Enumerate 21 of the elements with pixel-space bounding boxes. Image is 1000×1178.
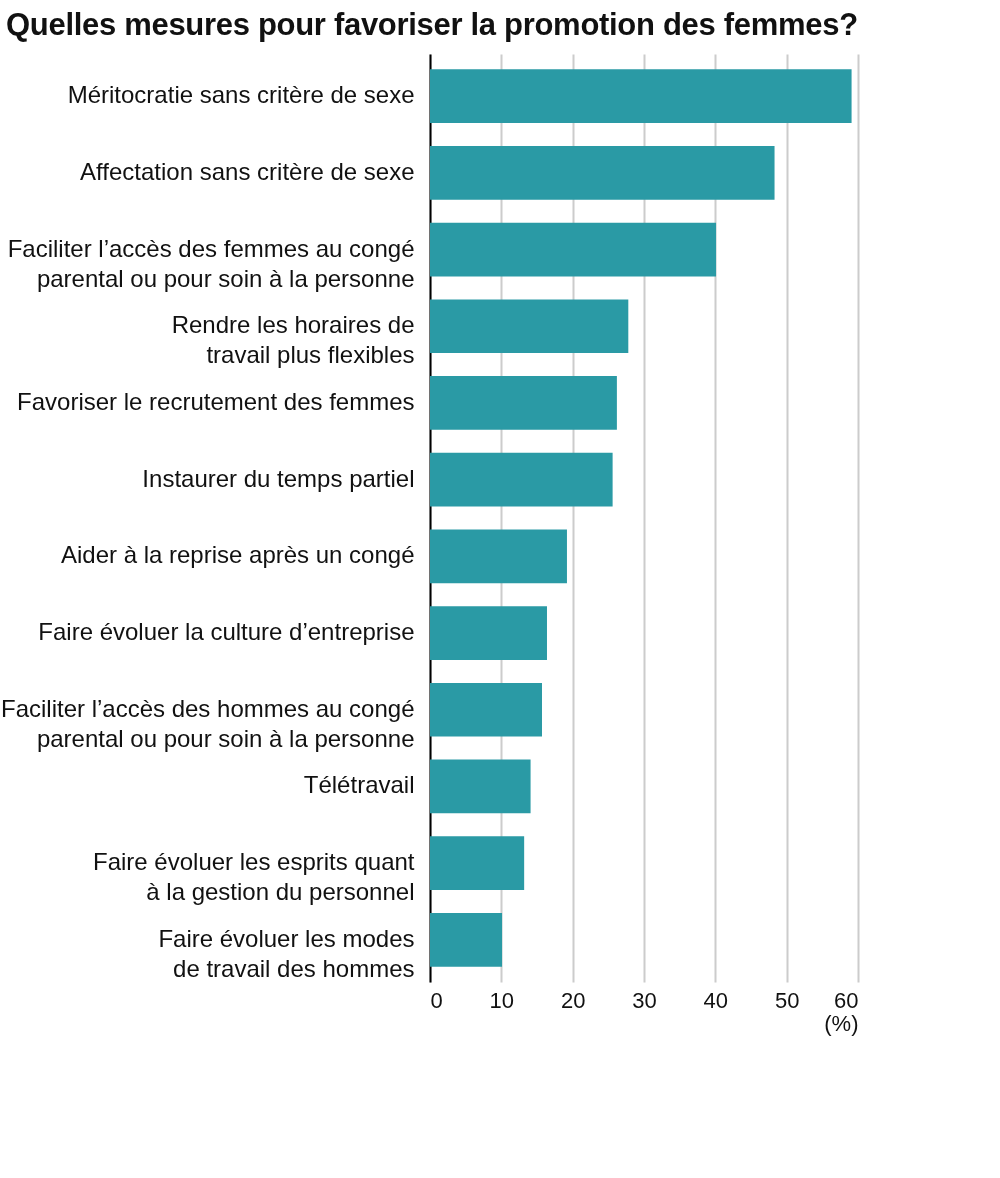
y-tick-label: Faire évoluer les esprits quant à la gestion du personnel: [93, 848, 415, 906]
chart-title: Quelles mesures pour favoriser la promotion des femmes?: [6, 6, 859, 44]
y-tick-label: Affectation sans critère de sexe: [80, 157, 415, 185]
x-tick-label: 0: [430, 987, 443, 1013]
y-tick-label: Instaurer du temps partiel: [142, 464, 415, 492]
x-axis-title: (%): [824, 1010, 859, 1036]
y-tick-label: Faire évoluer la culture d’entreprise: [38, 618, 415, 646]
y-tick-label: Faciliter l’accès des hommes au congé parental ou pour soin à la personne: [0, 694, 415, 752]
y-tick-label: Faire évoluer les modes de travail des hommes: [158, 924, 415, 982]
x-tick-label: 40: [703, 987, 729, 1013]
x-tick-label: 30: [632, 987, 657, 1013]
y-tick-label: Télétravail: [303, 771, 415, 799]
y-tick-label: Aider à la reprise après un congé: [60, 541, 415, 569]
y-tick-label: Favoriser le recrutement des femmes: [17, 387, 415, 415]
x-tick-label: 10: [489, 987, 515, 1013]
y-tick-label: Méritocratie sans critère de sexe: [67, 81, 415, 109]
x-tick-label: 60: [834, 987, 859, 1013]
y-tick-label: Faciliter l’accès des femmes au congé parental ou pour soin à la personne: [7, 234, 415, 292]
x-tick-label: 20: [560, 987, 586, 1013]
x-tick-label: 50: [774, 987, 800, 1013]
y-tick-label: Rendre les horaires de travail plus flexibles: [171, 311, 415, 369]
